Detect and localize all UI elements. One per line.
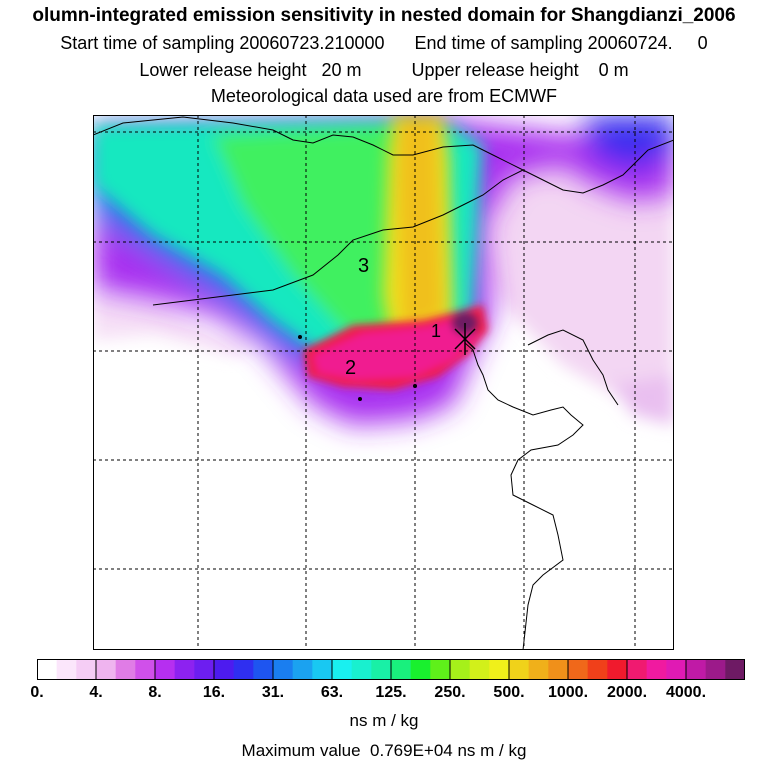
colorbar-tick-label: 2000.	[606, 684, 648, 701]
colorbar-cell	[587, 659, 608, 680]
colorbar-cell	[194, 659, 215, 680]
colorbar-tick-label: 125.	[375, 684, 407, 701]
colorbar-cell	[292, 659, 313, 680]
colorbar-cell	[391, 659, 412, 680]
colorbar-cell	[371, 659, 392, 680]
colorbar-cell	[214, 659, 235, 680]
colorbar-tick-label: 31.	[261, 684, 285, 701]
colorbar-cell	[489, 659, 510, 680]
colorbar-tick-label: 63.	[320, 684, 344, 701]
colorbar-cells	[37, 659, 745, 680]
trajectory-label-2: 2	[345, 357, 356, 379]
colorbar-tick-label: 4.	[89, 684, 103, 701]
colorbar-cell	[312, 659, 333, 680]
trajectory-points	[298, 335, 417, 401]
colorbar-tick-label: 500.	[493, 684, 525, 701]
colorbar-unit: ns m / kg	[349, 711, 419, 730]
colorbar-cell	[115, 659, 136, 680]
colorbar-cell	[568, 659, 589, 680]
sampling-time-line: Start time of sampling 20060723.210000 E…	[60, 33, 708, 53]
colorbar-cell	[37, 659, 58, 680]
colorbar-tick-label: 8.	[148, 684, 162, 701]
colorbar-cell	[607, 659, 628, 680]
trajectory-label-3: 3	[358, 255, 369, 277]
colorbar-cell	[273, 659, 294, 680]
grid-lines	[93, 115, 674, 650]
colorbar-cell	[233, 659, 254, 680]
colorbar-tick-label: 0.	[30, 684, 44, 701]
colorbar-cell	[450, 659, 471, 680]
colorbar-cell	[351, 659, 372, 680]
sensitivity-field	[93, 115, 674, 650]
map-frame	[93, 115, 674, 650]
colorbar-cell	[469, 659, 490, 680]
colorbar-cell	[253, 659, 274, 680]
colorbar-cell	[76, 659, 97, 680]
colorbar-cell	[686, 659, 707, 680]
colorbar-tick-label: 4000.	[665, 684, 707, 701]
coastline	[93, 116, 674, 650]
yellow-column	[383, 115, 453, 355]
colorbar-cell	[56, 659, 77, 680]
colorbar-cell	[430, 659, 451, 680]
chart-title: olumn-integrated emission sensitivity in…	[32, 5, 736, 26]
colorbar	[37, 659, 745, 680]
colorbar-cell	[548, 659, 569, 680]
colorbar-cell	[410, 659, 431, 680]
colorbar-tick-label: 250.	[434, 684, 466, 701]
colorbar-tick-labels: 0. 4. 8. 16. 31. 63. 125. 250. 500. 1000. 2000. 400…	[0, 684, 768, 706]
high-sensitivity-core	[303, 305, 488, 390]
meteorological-data-line: Meteorological data used are from ECMWF	[210, 86, 558, 106]
station-marker	[454, 323, 476, 355]
colorbar-cell	[174, 659, 195, 680]
colorbar-cell	[666, 659, 687, 680]
colorbar-cell	[332, 659, 353, 680]
colorbar-tick-label: 1000.	[547, 684, 589, 701]
trajectory-label-1: 1	[431, 321, 441, 341]
colorbar-cell	[155, 659, 176, 680]
colorbar-cell	[646, 659, 667, 680]
colorbar-cell	[627, 659, 648, 680]
colorbar-cell	[528, 659, 549, 680]
colorbar-cell	[705, 659, 726, 680]
colorbar-cell	[509, 659, 530, 680]
colorbar-cell	[135, 659, 156, 680]
colorbar-cell	[725, 659, 745, 680]
colorbar-cell	[96, 659, 117, 680]
emission-sensitivity-map: 1 2 3	[93, 115, 674, 650]
maximum-value-text: Maximum value 0.769E+04 ns m / kg	[241, 741, 527, 760]
release-height-line: Lower release height 20 m Upper release …	[139, 60, 629, 80]
colorbar-tick-label: 16.	[202, 684, 226, 701]
